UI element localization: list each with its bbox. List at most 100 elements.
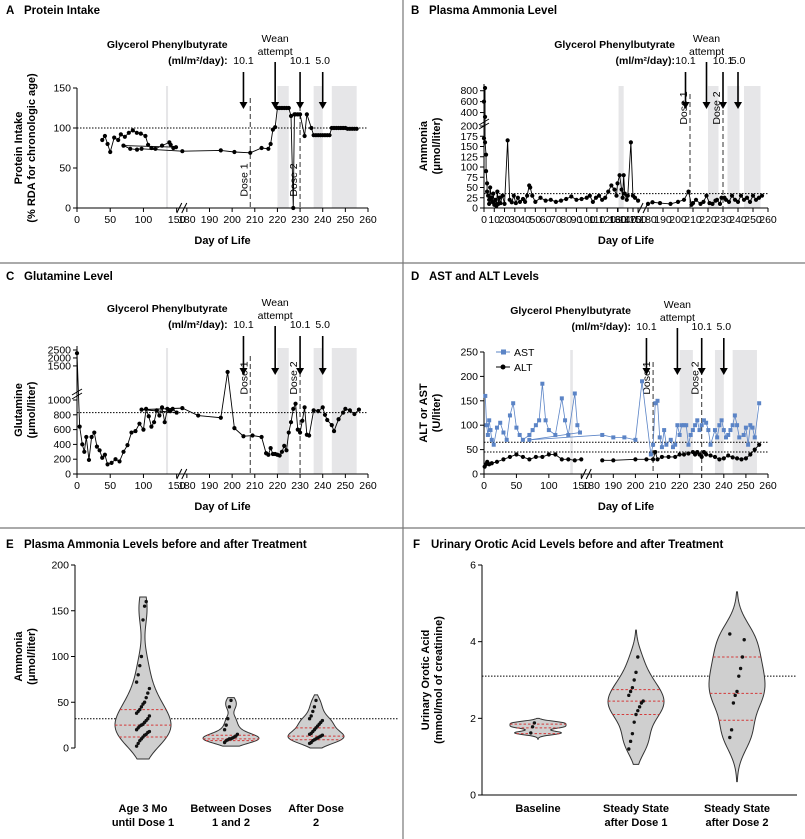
category-label: After Dose	[288, 803, 344, 815]
data-point	[757, 442, 762, 447]
panel-letter: D	[411, 271, 419, 283]
y-axis-break	[71, 388, 83, 396]
dose-arrowhead	[239, 368, 248, 375]
panel-e: E Plasma Ammonia Levels before and after …	[6, 539, 398, 829]
data-point	[168, 142, 173, 147]
data-point	[655, 398, 660, 403]
data-point	[226, 717, 230, 721]
data-point	[154, 408, 159, 413]
data-point	[224, 723, 228, 727]
data-point	[726, 453, 731, 458]
data-point	[302, 405, 307, 410]
y-tick-label: 0	[65, 203, 71, 215]
wean-label: attempt	[689, 46, 724, 58]
data-point	[494, 425, 499, 430]
y-tick-label: 0	[472, 469, 478, 481]
data-point	[157, 413, 162, 418]
x-tick-label: 200	[223, 480, 241, 492]
shaded-region	[618, 86, 624, 208]
data-point	[482, 140, 488, 145]
data-point	[735, 689, 739, 694]
data-point	[730, 455, 735, 460]
data-point	[134, 680, 139, 684]
data-point	[501, 430, 506, 435]
data-point	[507, 413, 512, 418]
shaded-region	[744, 86, 761, 208]
y-tick-label: 2000	[48, 352, 72, 364]
legend-marker	[500, 364, 506, 370]
data-point	[522, 199, 528, 204]
x-tick-label: 0	[481, 480, 487, 492]
x-axis-break	[176, 202, 183, 214]
data-point	[141, 427, 146, 432]
data-point	[724, 435, 729, 440]
data-point	[483, 393, 488, 398]
data-point	[708, 453, 713, 458]
x-tick-label: 260	[759, 214, 777, 226]
data-point	[146, 717, 150, 721]
dose-arrowhead	[318, 368, 327, 375]
y-axis-label: Urinary Orotic Acid	[420, 630, 432, 730]
x-tick-label: 160	[609, 214, 627, 226]
data-point	[553, 199, 558, 204]
data-point	[502, 201, 507, 206]
data-point	[311, 408, 316, 413]
data-point	[481, 99, 487, 104]
x-tick-label: 110	[589, 214, 606, 226]
data-point	[266, 452, 271, 457]
category-label: until Dose 1	[112, 817, 174, 829]
data-point	[698, 201, 703, 206]
x-tick-label: 250	[337, 214, 355, 226]
data-point	[621, 173, 626, 178]
x-tick-label: 120	[598, 214, 616, 226]
data-point	[657, 200, 663, 206]
x-tick-label: 230	[291, 214, 309, 226]
data-point	[297, 112, 303, 117]
y-axis-label: (U/liter)	[431, 393, 443, 432]
data-point	[697, 428, 702, 433]
data-point	[149, 145, 154, 151]
data-point	[495, 189, 500, 194]
data-point	[748, 452, 753, 457]
shaded-region	[714, 350, 724, 474]
x-tick-label: 100	[578, 214, 596, 226]
panel-letter: E	[6, 539, 14, 551]
data-point	[142, 604, 147, 608]
x-tick-label: 40	[519, 214, 531, 226]
data-point	[712, 454, 718, 460]
data-point	[612, 187, 617, 192]
x-tick-label: 140	[619, 214, 637, 226]
x-axis-break	[176, 468, 183, 480]
dose-arrowhead	[681, 102, 690, 109]
category-label: after Dose 1	[605, 817, 668, 829]
data-point	[514, 452, 519, 457]
x-tick-label: 200	[669, 214, 687, 226]
data-point	[566, 432, 571, 437]
data-point	[690, 200, 696, 206]
panel-f: F Urinary Orotic Acid Levels before and a…	[413, 539, 797, 829]
x-tick-label: 0	[74, 480, 80, 492]
x-tick-label: 210	[246, 214, 264, 226]
y-tick-label: 1000	[48, 395, 72, 407]
x-tick-label: 130	[609, 214, 627, 226]
data-point	[311, 709, 315, 714]
data-point	[291, 406, 296, 411]
dose-line-label: Dose 1	[238, 163, 250, 196]
shaded-region	[277, 348, 289, 474]
data-point	[347, 408, 352, 413]
data-point	[147, 686, 152, 691]
wean-label: Wean	[262, 33, 289, 45]
data-point	[677, 432, 682, 437]
data-point	[126, 130, 131, 135]
y-tick-label: 4	[470, 636, 476, 648]
y-tick-label: 0	[65, 469, 71, 481]
series-line	[484, 381, 760, 455]
data-point	[731, 701, 736, 705]
data-point	[579, 457, 584, 462]
data-point	[686, 451, 691, 456]
data-point	[356, 407, 362, 412]
dose-line-label: Dose 1	[678, 91, 690, 124]
data-point	[125, 443, 130, 448]
data-point	[517, 432, 522, 437]
data-point	[738, 666, 743, 671]
